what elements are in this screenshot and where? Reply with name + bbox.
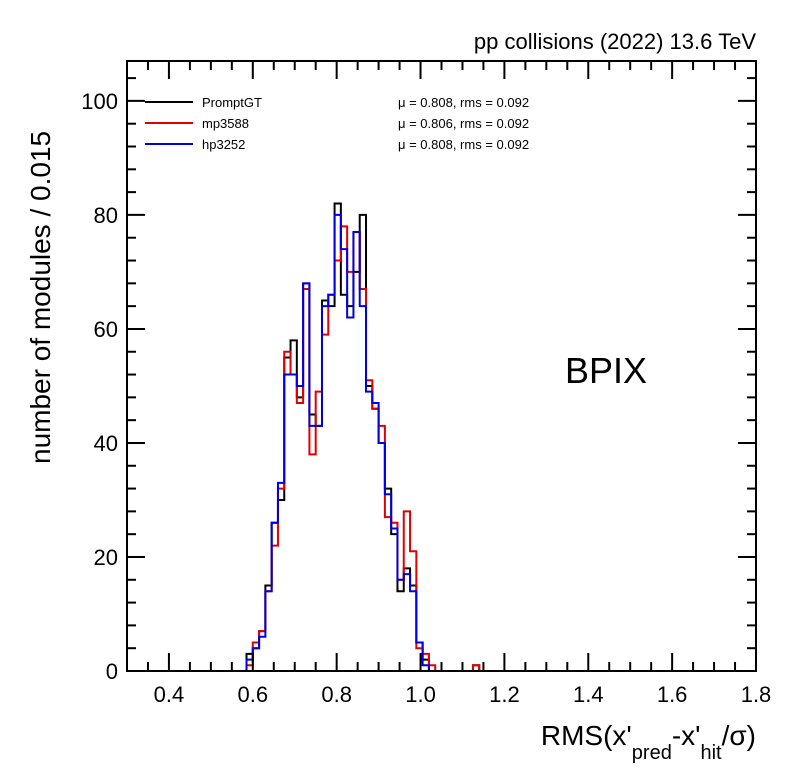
legend-label-hp3252: hp3252	[202, 137, 245, 152]
region-label: BPIX	[565, 350, 647, 391]
y-tick-label: 40	[94, 431, 118, 456]
y-tick-label: 60	[94, 317, 118, 342]
legend: PromptGT μ = 0.808, rms = 0.092 mp3588 μ = …	[145, 95, 529, 152]
x-axis-title-sub1: pred	[632, 742, 672, 764]
x-axis-title-mid: -x'	[672, 720, 701, 751]
x-tick-label: 0.4	[154, 682, 185, 707]
y-axis-title: number of modules / 0.015	[25, 131, 56, 464]
legend-stats-hp3252: μ = 0.808, rms = 0.092	[398, 137, 529, 152]
header-label: pp collisions (2022) 13.6 TeV	[474, 29, 756, 54]
legend-label-PromptGT: PromptGT	[202, 95, 262, 110]
y-axis-ticks: 0 20 40 60 80 100	[81, 77, 756, 684]
x-axis-title-end: /σ)	[722, 720, 756, 751]
series-line-hp3252	[127, 213, 756, 672]
legend-stats-mp3588: μ = 0.806, rms = 0.092	[398, 116, 529, 131]
y-tick-label: 100	[81, 89, 118, 114]
x-axis-title-main: RMS(x'	[541, 720, 632, 751]
y-tick-label: 80	[94, 203, 118, 228]
x-tick-label: 0.6	[238, 682, 269, 707]
x-axis-title: RMS(x'pred-x'hit/σ)	[541, 720, 756, 764]
x-tick-label: 1.6	[657, 682, 688, 707]
legend-label-mp3588: mp3588	[202, 116, 249, 131]
x-tick-label: 1.0	[405, 682, 436, 707]
x-tick-label: 1.8	[741, 682, 772, 707]
x-tick-label: 1.2	[489, 682, 520, 707]
histogram-series	[127, 202, 756, 672]
x-axis-ticks: 0.4 0.6 0.8 1.0 1.2 1.4 1.6 1.8	[126, 61, 772, 707]
x-tick-label: 0.8	[321, 682, 352, 707]
legend-stats-PromptGT: μ = 0.808, rms = 0.092	[398, 95, 529, 110]
x-tick-label: 1.4	[573, 682, 604, 707]
y-tick-label: 20	[94, 545, 118, 570]
x-axis-title-sub2: hit	[700, 742, 722, 764]
y-tick-label: 0	[106, 659, 118, 684]
